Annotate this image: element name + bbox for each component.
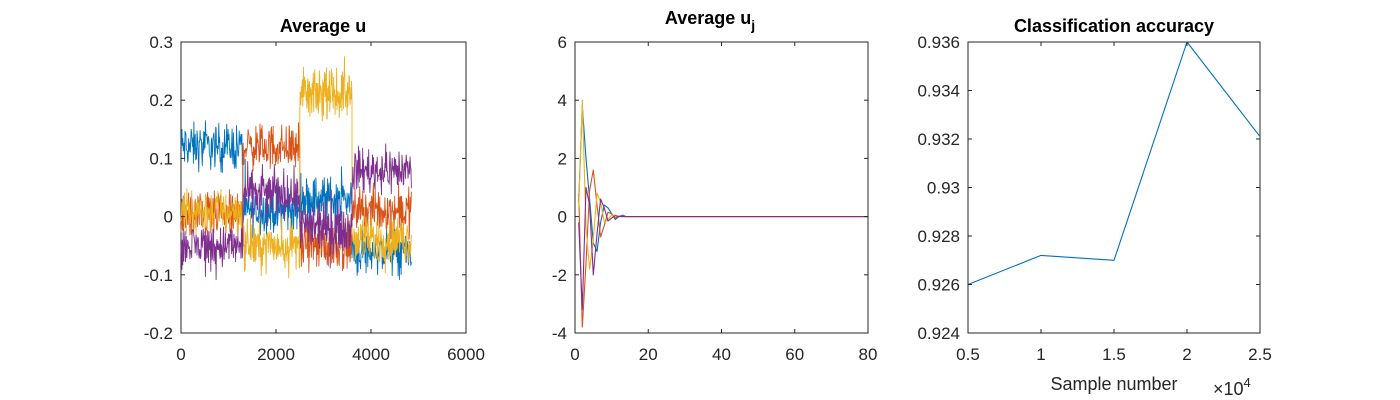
x-tick-label: 1 <box>1036 345 1045 364</box>
y-tick-label: 0 <box>164 208 173 227</box>
x-tick-label: 0.5 <box>956 345 980 364</box>
x-tick-label: 6000 <box>447 345 485 364</box>
y-tick-label: 0.928 <box>917 227 960 246</box>
y-tick-label: 0.934 <box>917 82 960 101</box>
chart-title-subscript: j <box>750 17 755 33</box>
y-tick-label: 0.93 <box>927 179 960 198</box>
y-tick-label: 0 <box>558 208 567 227</box>
x-tick-label: 0 <box>176 345 185 364</box>
y-tick-label: 0.932 <box>917 130 960 149</box>
series-line <box>180 56 412 279</box>
x-tick-label: 0 <box>570 345 579 364</box>
chart-title: Average u <box>280 16 366 36</box>
ticks-layer: 0 2000 4000 6000 -0.2 -0.1 0 0.1 0.2 0.3 <box>144 33 485 364</box>
plot-frame <box>967 41 1261 334</box>
series-line <box>967 41 1261 286</box>
series-line <box>578 99 868 270</box>
y-tick-label: 0.936 <box>917 33 960 52</box>
y-tick-label: 2 <box>558 149 567 168</box>
ticks-layer: 0.5 1 1.5 2 2.5 0.924 0.926 0.928 0.93 0.932 0.934… <box>917 33 1271 364</box>
series-layer <box>578 99 868 328</box>
y-tick-label: 0.1 <box>149 149 173 168</box>
x-tick-label: 1.5 <box>1102 345 1126 364</box>
chart-title: Classification accuracy <box>1014 16 1214 36</box>
y-tick-label: 6 <box>558 33 567 52</box>
x-tick-label: 60 <box>785 345 804 364</box>
ticks-layer: 0 20 40 60 80 -4 -2 0 2 4 6 <box>552 33 878 364</box>
y-tick-label: 4 <box>558 91 567 110</box>
series-layer <box>180 56 412 281</box>
y-tick-label: -0.1 <box>144 266 173 285</box>
plot-frame <box>180 41 467 334</box>
y-tick-label: -2 <box>552 266 567 285</box>
y-tick-label: 0.3 <box>149 33 173 52</box>
panel-classification-accuracy: 0.5 1 1.5 2 2.5 0.924 0.926 0.928 0.93 0.932 0.934… <box>917 16 1271 399</box>
series-line <box>578 105 868 253</box>
x-axis-multiplier-exponent: 4 <box>1244 375 1251 390</box>
y-tick-label: -4 <box>552 324 567 343</box>
x-tick-label: 2 <box>1182 345 1191 364</box>
x-tick-label: 20 <box>639 345 658 364</box>
series-line <box>180 143 412 281</box>
x-tick-label: 4000 <box>352 345 390 364</box>
x-axis-multiplier-base: ×10 <box>1213 379 1244 399</box>
y-tick-label: 0.924 <box>917 324 960 343</box>
panel-average-u: 0 2000 4000 6000 -0.2 -0.1 0 0.1 0.2 0.3 Average … <box>144 16 485 364</box>
series-line <box>578 169 868 328</box>
chart-title: Average uj <box>665 8 755 33</box>
x-tick-label: 2.5 <box>1248 345 1272 364</box>
x-axis-label: Sample number <box>1050 374 1177 394</box>
x-axis-multiplier: ×104 <box>1213 375 1251 399</box>
y-tick-label: -0.2 <box>144 324 173 343</box>
y-tick-label: 0.926 <box>917 276 960 295</box>
chart-title-main: Average u <box>665 8 751 28</box>
y-tick-label: 0.2 <box>149 91 173 110</box>
series-line <box>578 186 868 311</box>
plot-frame <box>574 41 869 334</box>
x-tick-label: 40 <box>712 345 731 364</box>
series-layer <box>967 41 1261 286</box>
x-tick-label: 80 <box>859 345 878 364</box>
x-tick-label: 2000 <box>257 345 295 364</box>
panel-average-uj: 0 20 40 60 80 -4 -2 0 2 4 6 Average uj <box>552 8 878 364</box>
